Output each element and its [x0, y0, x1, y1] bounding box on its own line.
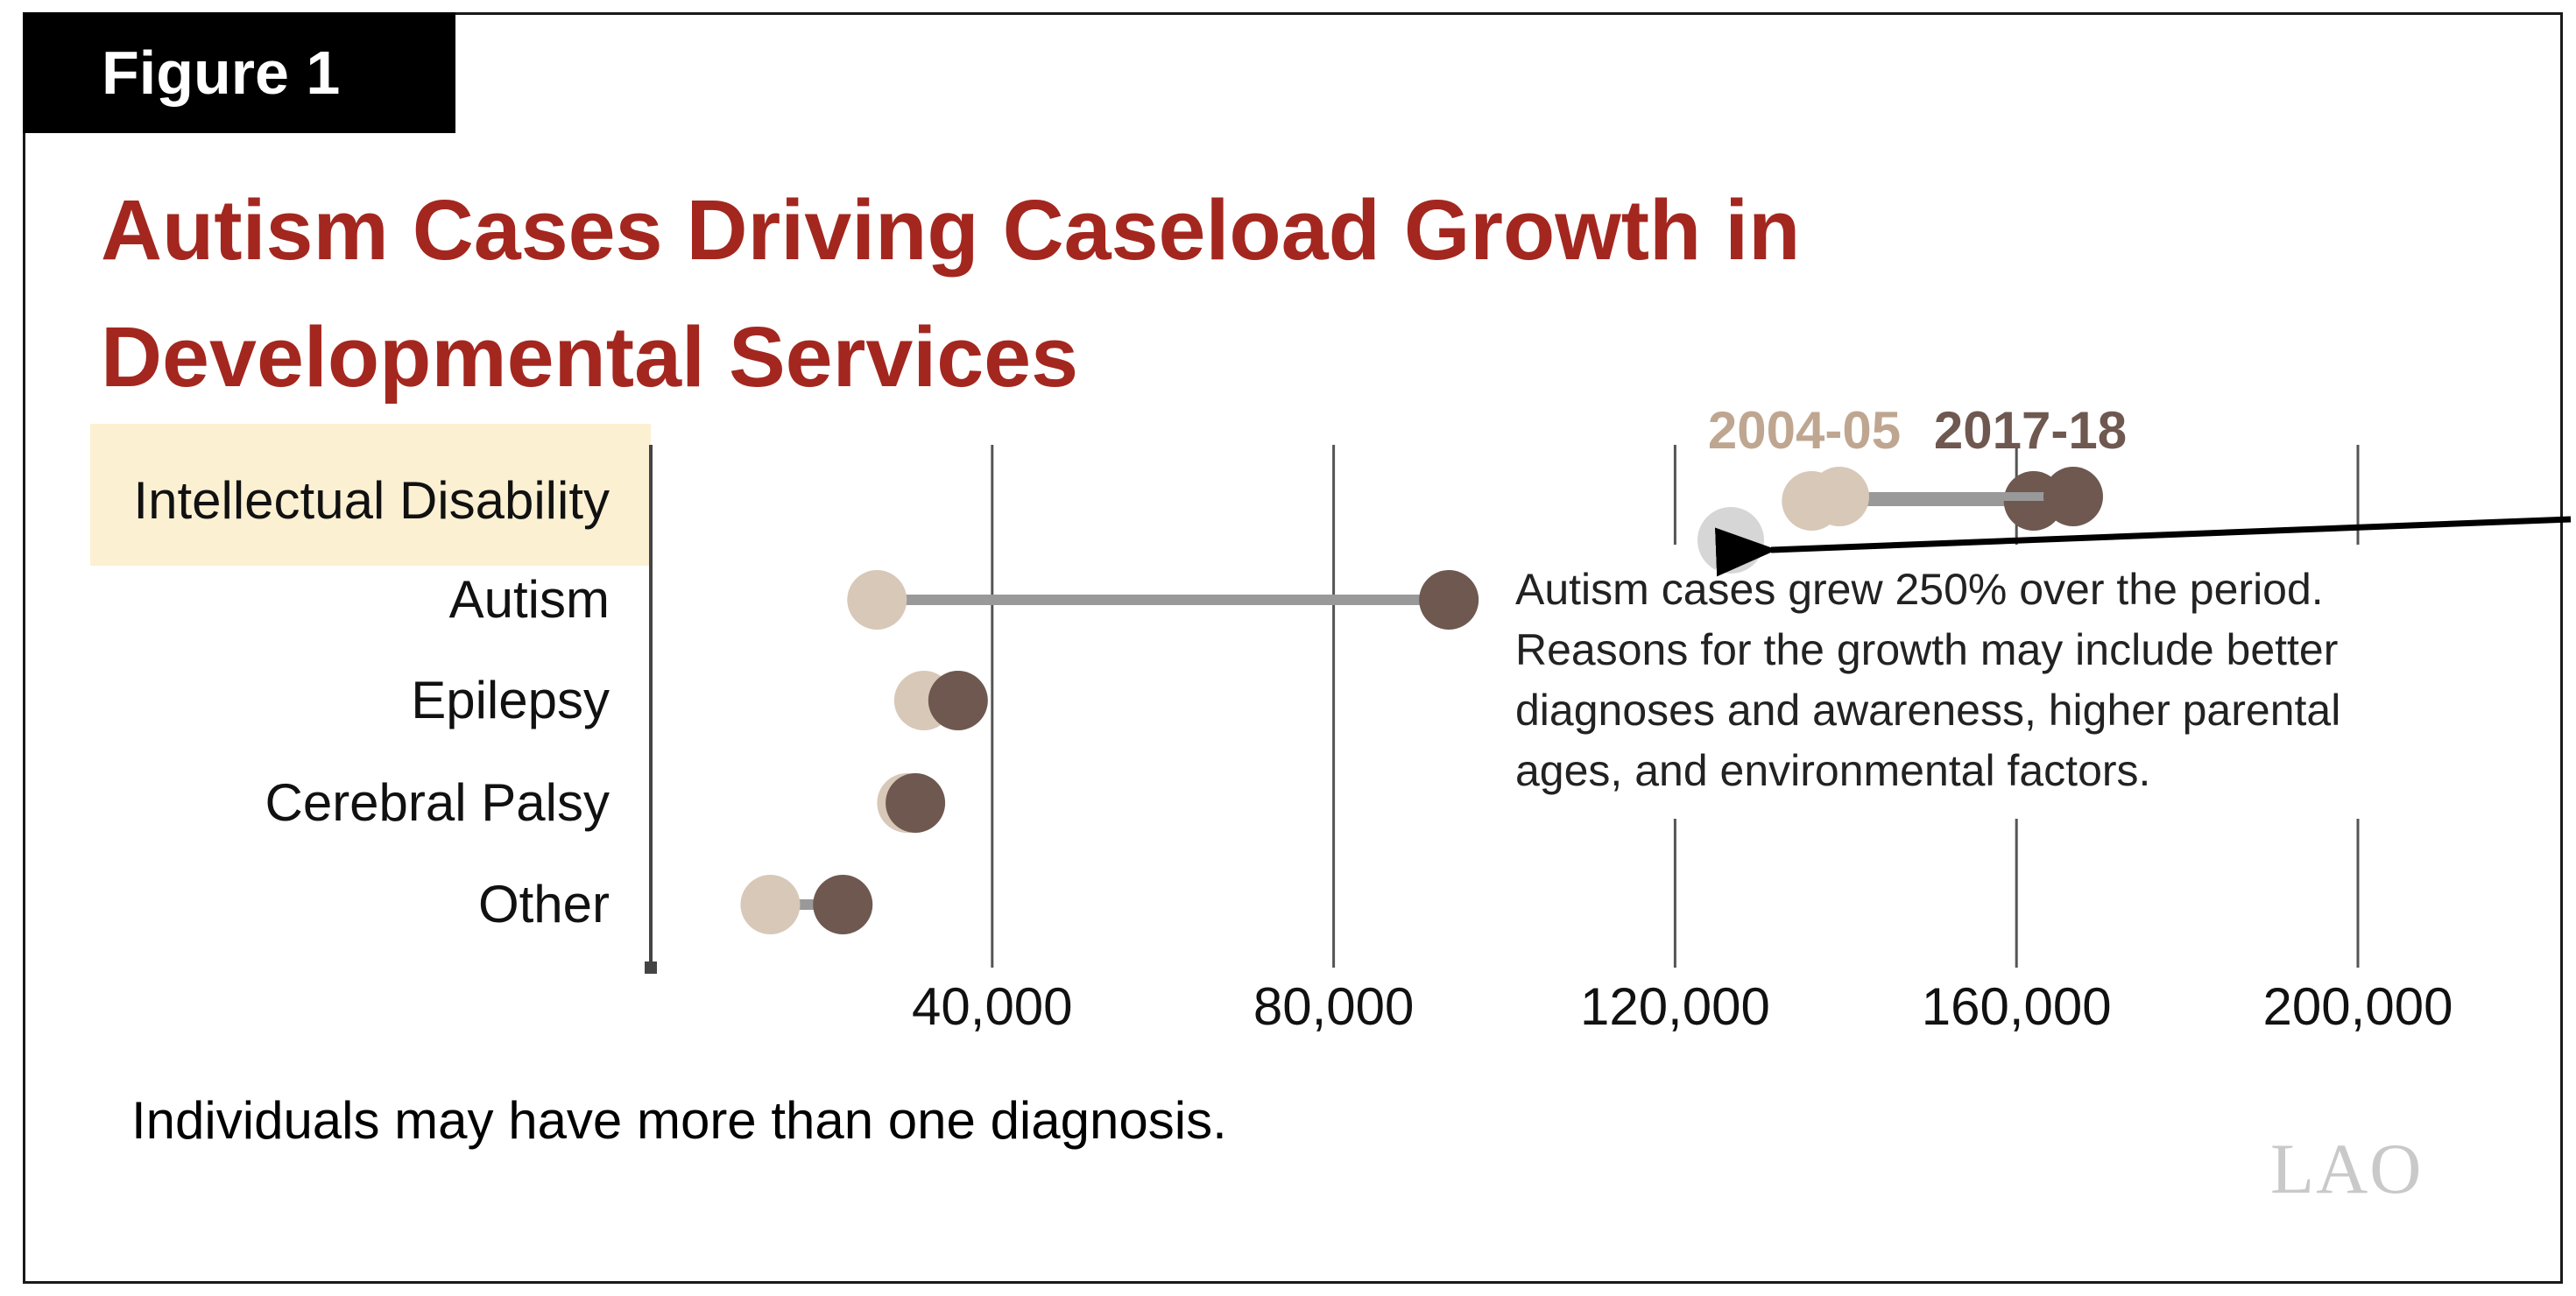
annotation-line: Autism cases grew 250% over the period.	[1515, 565, 2324, 614]
dot-2017-18	[886, 773, 946, 833]
x-tick-label: 160,000	[1922, 977, 2112, 1036]
annotation-line: diagnoses and awareness, higher parental	[1515, 686, 2340, 735]
x-tick-label: 40,000	[912, 977, 1073, 1036]
legend-dot-2017-18	[2043, 467, 2103, 526]
category-label: Other	[478, 875, 610, 933]
axis-origin-marker	[645, 961, 657, 974]
figure-label: Figure 1	[23, 12, 455, 133]
dot-2017-18	[928, 671, 988, 730]
chart-title: Autism Cases Driving Caseload Growth in …	[101, 182, 1801, 405]
highlight-band	[90, 424, 651, 566]
x-tick-label: 80,000	[1253, 977, 1415, 1036]
dot-2017-18	[813, 875, 873, 934]
annotation-line: Reasons for the growth may include bette…	[1515, 625, 2338, 674]
annotation-line: ages, and environmental factors.	[1515, 746, 2150, 795]
x-tick-label: 120,000	[1580, 977, 1770, 1036]
callout-marker	[1697, 507, 1764, 574]
dot-2004-05	[847, 570, 907, 630]
dot-2004-05	[740, 875, 801, 934]
category-label: Autism	[449, 570, 610, 629]
footnote: Individuals may have more than one diagn…	[131, 1091, 1227, 1150]
legend-label-2004-05: 2004-05	[1708, 401, 1901, 460]
category-label: Cerebral Palsy	[265, 773, 610, 832]
lao-logo: LAO	[2270, 1129, 2424, 1208]
figure-frame	[23, 12, 2563, 1284]
callout-arrow	[1714, 516, 2572, 577]
x-tick-label: 200,000	[2263, 977, 2453, 1036]
legend-label-2017-18: 2017-18	[1934, 401, 2127, 460]
dot-2017-18	[1419, 570, 1479, 630]
category-label: Intellectual Disability	[133, 471, 610, 530]
legend-dot-2004-05	[1810, 467, 1869, 526]
category-label: Epilepsy	[411, 671, 610, 729]
